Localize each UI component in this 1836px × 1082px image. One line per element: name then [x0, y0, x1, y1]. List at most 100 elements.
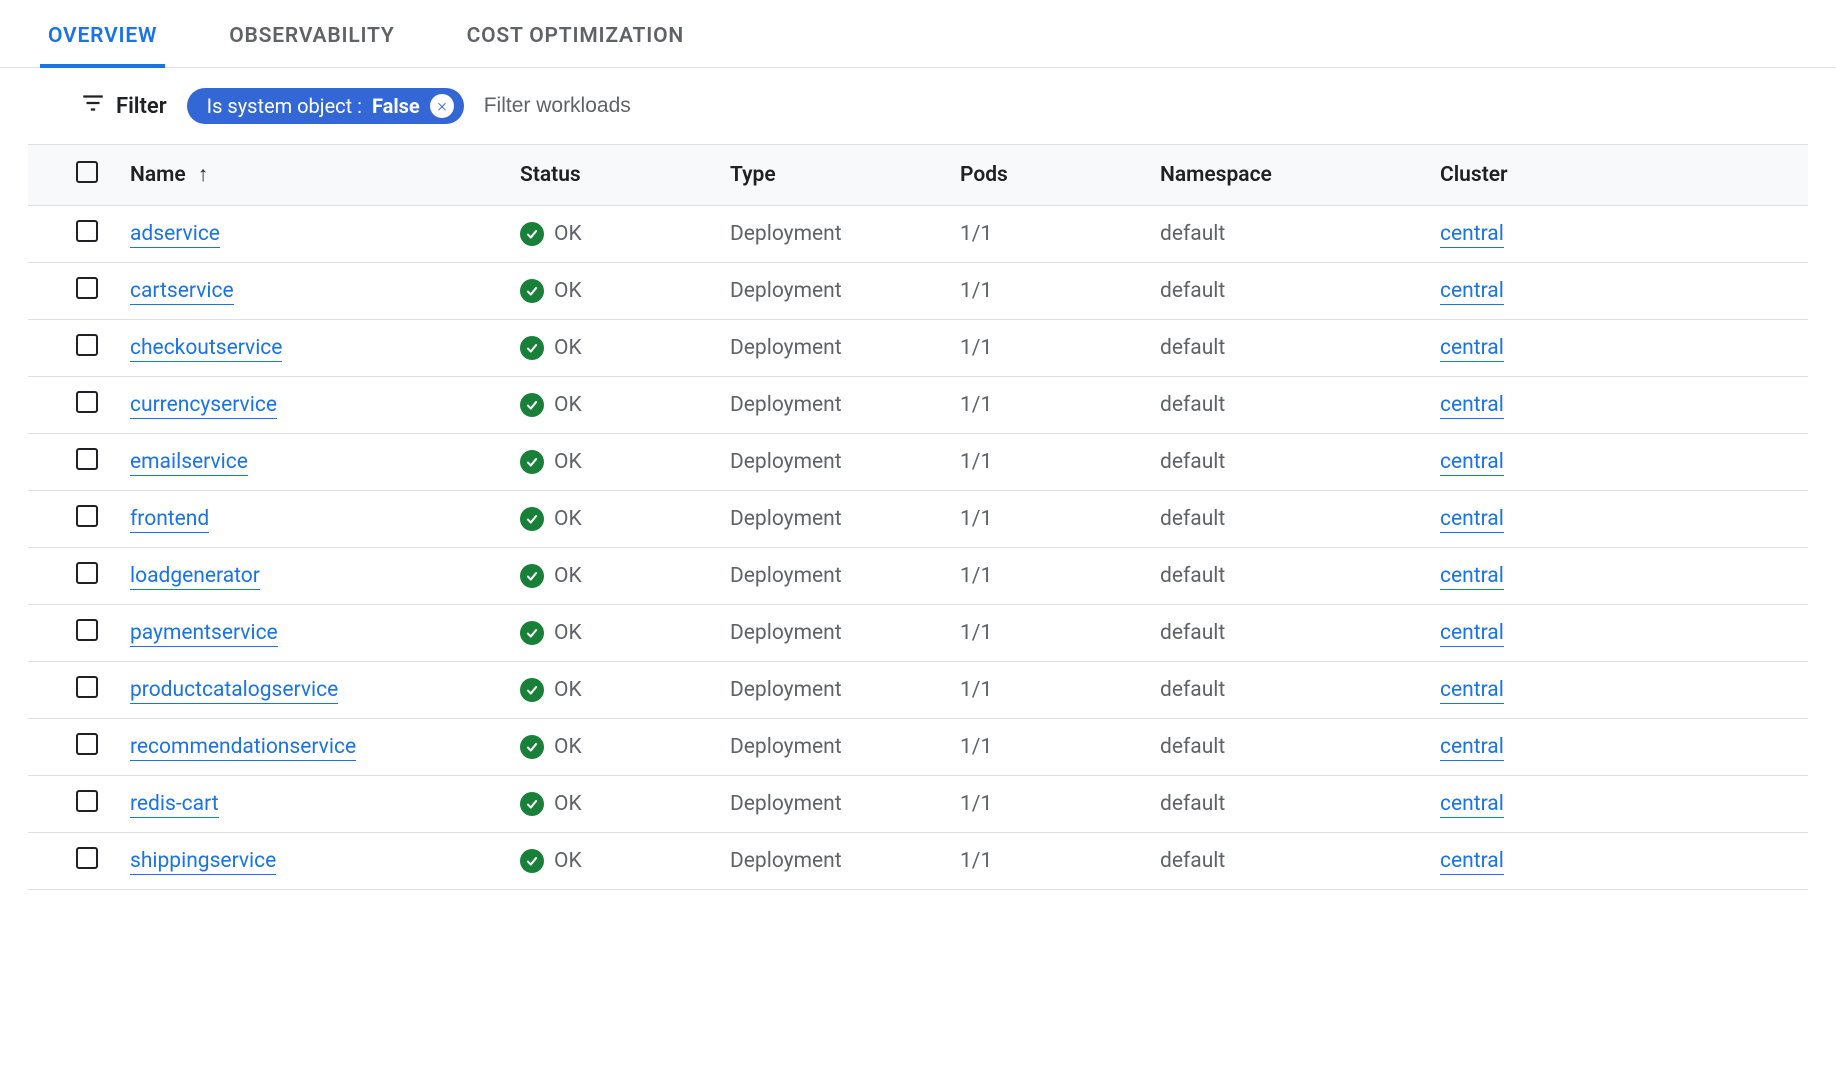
namespace-cell: default — [1148, 263, 1428, 320]
namespace-cell: default — [1148, 206, 1428, 263]
column-header-name[interactable]: Name↑ — [118, 145, 508, 206]
status-ok-icon — [520, 564, 544, 588]
filter-chip-remove-icon[interactable] — [430, 94, 454, 118]
cluster-link[interactable]: central — [1440, 621, 1504, 647]
workload-name-link[interactable]: productcatalogservice — [130, 678, 338, 704]
workload-name-link[interactable]: currencyservice — [130, 393, 277, 419]
workload-name-link[interactable]: checkoutservice — [130, 336, 282, 362]
type-cell: Deployment — [718, 377, 948, 434]
tab-cost-optimization[interactable]: COST OPTIMIZATION — [459, 16, 692, 68]
workload-name-link[interactable]: loadgenerator — [130, 564, 260, 590]
type-cell: Deployment — [718, 719, 948, 776]
workload-name-link[interactable]: emailservice — [130, 450, 248, 476]
type-cell: Deployment — [718, 320, 948, 377]
type-cell: Deployment — [718, 548, 948, 605]
column-header-type[interactable]: Type — [718, 145, 948, 206]
type-cell: Deployment — [718, 491, 948, 548]
pods-cell: 1/1 — [948, 206, 1148, 263]
cluster-link[interactable]: central — [1440, 450, 1504, 476]
status-text: OK — [554, 222, 582, 246]
filter-chip-system-object[interactable]: Is system object : False — [187, 88, 464, 124]
status-ok-icon — [520, 507, 544, 531]
workload-name-link[interactable]: adservice — [130, 222, 220, 248]
status-text: OK — [554, 336, 582, 360]
select-all-checkbox[interactable] — [76, 161, 98, 183]
pods-cell: 1/1 — [948, 776, 1148, 833]
cluster-link[interactable]: central — [1440, 222, 1504, 248]
type-cell: Deployment — [718, 662, 948, 719]
sort-ascending-icon: ↑ — [198, 163, 209, 187]
namespace-cell: default — [1148, 605, 1428, 662]
workload-name-link[interactable]: recommendationservice — [130, 735, 356, 761]
table-row: currencyserviceOKDeployment1/1defaultcen… — [28, 377, 1808, 434]
row-checkbox[interactable] — [76, 448, 98, 470]
namespace-cell: default — [1148, 320, 1428, 377]
column-header-pods[interactable]: Pods — [948, 145, 1148, 206]
filter-input[interactable] — [484, 88, 1808, 124]
row-checkbox[interactable] — [76, 790, 98, 812]
row-checkbox[interactable] — [76, 676, 98, 698]
tab-observability[interactable]: OBSERVABILITY — [221, 16, 402, 68]
cluster-link[interactable]: central — [1440, 792, 1504, 818]
column-header-cluster[interactable]: Cluster — [1428, 145, 1808, 206]
status-ok-icon — [520, 222, 544, 246]
pods-cell: 1/1 — [948, 491, 1148, 548]
table-row: shippingserviceOKDeployment1/1defaultcen… — [28, 833, 1808, 890]
table-row: redis-cartOKDeployment1/1defaultcentral — [28, 776, 1808, 833]
pods-cell: 1/1 — [948, 320, 1148, 377]
status-ok-icon — [520, 735, 544, 759]
cluster-link[interactable]: central — [1440, 393, 1504, 419]
status-ok-icon — [520, 393, 544, 417]
cluster-link[interactable]: central — [1440, 336, 1504, 362]
table-row: productcatalogserviceOKDeployment1/1defa… — [28, 662, 1808, 719]
type-cell: Deployment — [718, 434, 948, 491]
status-ok-icon — [520, 450, 544, 474]
cluster-link[interactable]: central — [1440, 564, 1504, 590]
row-checkbox[interactable] — [76, 220, 98, 242]
namespace-cell: default — [1148, 719, 1428, 776]
filter-chip-key: Is system object : — [207, 94, 362, 118]
pods-cell: 1/1 — [948, 377, 1148, 434]
workload-name-link[interactable]: cartservice — [130, 279, 234, 305]
row-checkbox[interactable] — [76, 391, 98, 413]
cluster-link[interactable]: central — [1440, 678, 1504, 704]
row-checkbox[interactable] — [76, 505, 98, 527]
table-row: cartserviceOKDeployment1/1defaultcentral — [28, 263, 1808, 320]
status-ok-icon — [520, 279, 544, 303]
status-text: OK — [554, 507, 582, 531]
namespace-cell: default — [1148, 833, 1428, 890]
column-header-status[interactable]: Status — [508, 145, 718, 206]
row-checkbox[interactable] — [76, 733, 98, 755]
row-checkbox[interactable] — [76, 847, 98, 869]
workload-name-link[interactable]: shippingservice — [130, 849, 276, 875]
pods-cell: 1/1 — [948, 719, 1148, 776]
cluster-link[interactable]: central — [1440, 735, 1504, 761]
pods-cell: 1/1 — [948, 662, 1148, 719]
table-row: adserviceOKDeployment1/1defaultcentral — [28, 206, 1808, 263]
row-checkbox[interactable] — [76, 619, 98, 641]
table-row: paymentserviceOKDeployment1/1defaultcent… — [28, 605, 1808, 662]
pods-cell: 1/1 — [948, 605, 1148, 662]
workload-name-link[interactable]: frontend — [130, 507, 209, 533]
pods-cell: 1/1 — [948, 434, 1148, 491]
row-checkbox[interactable] — [76, 334, 98, 356]
pods-cell: 1/1 — [948, 833, 1148, 890]
type-cell: Deployment — [718, 263, 948, 320]
status-text: OK — [554, 450, 582, 474]
table-row: frontend OK Deployment1/1default central — [28, 491, 1808, 548]
status-ok-icon — [520, 849, 544, 873]
cluster-link[interactable]: central — [1440, 279, 1504, 305]
tabs-bar: OVERVIEW OBSERVABILITY COST OPTIMIZATION — [0, 0, 1836, 68]
row-checkbox[interactable] — [76, 562, 98, 584]
tab-overview[interactable]: OVERVIEW — [40, 16, 165, 68]
cluster-link[interactable]: central — [1440, 507, 1504, 533]
workload-name-link[interactable]: paymentservice — [130, 621, 278, 647]
row-checkbox[interactable] — [76, 277, 98, 299]
type-cell: Deployment — [718, 833, 948, 890]
type-cell: Deployment — [718, 776, 948, 833]
column-header-namespace[interactable]: Namespace — [1148, 145, 1428, 206]
cluster-link[interactable]: central — [1440, 849, 1504, 875]
namespace-cell: default — [1148, 491, 1428, 548]
table-row: checkoutservice OK Deployment1/1default cen… — [28, 320, 1808, 377]
workload-name-link[interactable]: redis-cart — [130, 792, 219, 818]
